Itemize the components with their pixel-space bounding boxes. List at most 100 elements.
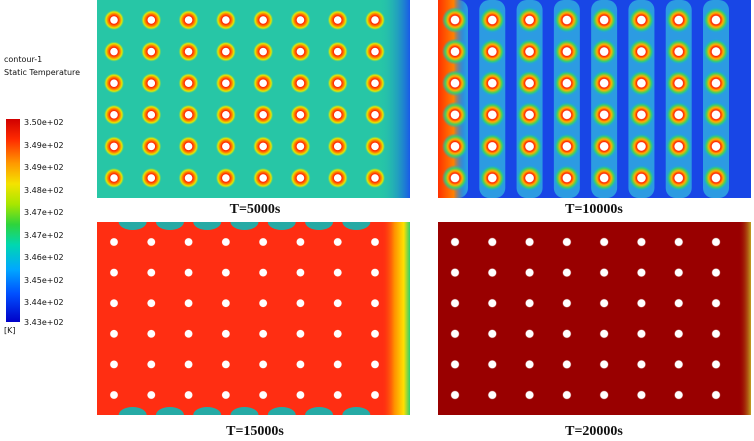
- tube-marker: [479, 7, 506, 33]
- tube-marker: [447, 234, 463, 250]
- tube-marker: [367, 295, 383, 312]
- tube-marker: [292, 295, 309, 312]
- legend-tick: 3.43e+02: [24, 318, 64, 327]
- tube-marker: [670, 325, 687, 342]
- tube-marker: [180, 387, 197, 403]
- tube-marker: [521, 387, 538, 403]
- tube-marker: [596, 387, 613, 403]
- tube-marker: [141, 168, 162, 188]
- legend-title-line2: Static Temperature: [4, 68, 81, 77]
- tube-marker: [104, 168, 124, 188]
- contour-panel-t15000: [97, 222, 410, 415]
- tube-marker: [143, 295, 160, 312]
- contour-panel-t10000: [438, 0, 751, 198]
- tube-marker: [180, 264, 197, 281]
- tube-marker: [628, 38, 655, 65]
- tube-marker: [106, 295, 122, 312]
- tube-marker: [255, 325, 272, 342]
- tube-marker: [633, 387, 650, 403]
- tube-marker: [143, 387, 160, 403]
- tube-marker: [558, 264, 575, 281]
- tube-marker: [628, 70, 655, 97]
- tube-marker: [253, 41, 274, 62]
- tube-marker: [215, 41, 236, 62]
- wall-cool-spot: [193, 407, 222, 415]
- tube-marker: [521, 264, 538, 281]
- tube-marker: [215, 104, 236, 125]
- contour-panel-t20000: [438, 222, 751, 415]
- tube-marker: [516, 7, 543, 33]
- wall-cool-spot: [230, 222, 259, 230]
- tube-marker: [596, 234, 613, 250]
- tube-marker: [521, 295, 538, 312]
- tube-marker: [215, 10, 236, 30]
- tube-marker: [217, 234, 234, 250]
- tube-marker: [596, 356, 613, 373]
- tube-marker: [217, 325, 234, 342]
- caption-t20000: T=20000s: [565, 424, 623, 439]
- wall-cool-spot: [118, 407, 147, 415]
- tube-marker: [633, 234, 650, 250]
- tube-marker: [367, 387, 383, 403]
- tube-marker: [143, 234, 160, 250]
- tube-marker: [703, 70, 729, 97]
- tube-marker: [553, 133, 580, 160]
- tube-marker: [553, 70, 580, 97]
- tube-marker: [558, 387, 575, 403]
- tube-marker: [327, 168, 348, 188]
- tube-marker: [141, 104, 162, 125]
- tube-marker: [708, 356, 724, 373]
- tube-marker: [178, 104, 199, 125]
- tube-marker: [633, 356, 650, 373]
- tube-marker: [178, 10, 199, 30]
- tube-marker: [670, 387, 687, 403]
- tube-marker: [708, 387, 724, 403]
- tube-marker: [703, 7, 729, 33]
- tube-marker: [670, 234, 687, 250]
- tube-marker: [591, 38, 618, 65]
- tube-marker: [104, 10, 124, 30]
- tube-marker: [255, 234, 272, 250]
- tube-marker: [479, 101, 506, 128]
- tube-marker: [292, 264, 309, 281]
- tube-marker: [292, 387, 309, 403]
- tube-marker: [290, 104, 311, 125]
- tube-marker: [104, 104, 124, 125]
- tube-marker: [670, 295, 687, 312]
- tube-marker: [479, 70, 506, 97]
- tube-marker: [484, 387, 501, 403]
- tube-marker: [217, 387, 234, 403]
- legend-tick: 3.44e+02: [24, 298, 64, 307]
- tube-marker: [708, 325, 724, 342]
- contour-plot-t15000: [97, 222, 410, 415]
- tube-marker: [633, 295, 650, 312]
- tube-marker: [141, 73, 162, 94]
- tube-marker: [365, 73, 385, 94]
- wall-cool-spot: [193, 222, 222, 230]
- tube-marker: [253, 73, 274, 94]
- wall-cool-spot: [155, 222, 184, 230]
- tube-marker: [628, 165, 655, 191]
- tube-marker: [104, 73, 124, 94]
- contour-plot-t5000: [97, 0, 410, 198]
- tube-marker: [253, 136, 274, 157]
- tube-marker: [180, 234, 197, 250]
- tube-marker: [708, 264, 724, 281]
- legend-tick: 3.47e+02: [24, 231, 64, 240]
- tube-marker: [292, 356, 309, 373]
- tube-marker: [292, 325, 309, 342]
- wall-cool-spot: [155, 407, 184, 415]
- tube-marker: [367, 325, 383, 342]
- tube-marker: [141, 136, 162, 157]
- tube-marker: [484, 234, 501, 250]
- tube-marker: [104, 41, 124, 62]
- tube-marker: [665, 133, 692, 160]
- tube-marker: [327, 104, 348, 125]
- tube-marker: [178, 41, 199, 62]
- tube-marker: [447, 325, 463, 342]
- tube-marker: [329, 264, 346, 281]
- tube-marker: [180, 356, 197, 373]
- legend-tick: 3.48e+02: [24, 186, 64, 195]
- tube-marker: [553, 101, 580, 128]
- tube-marker: [479, 165, 506, 191]
